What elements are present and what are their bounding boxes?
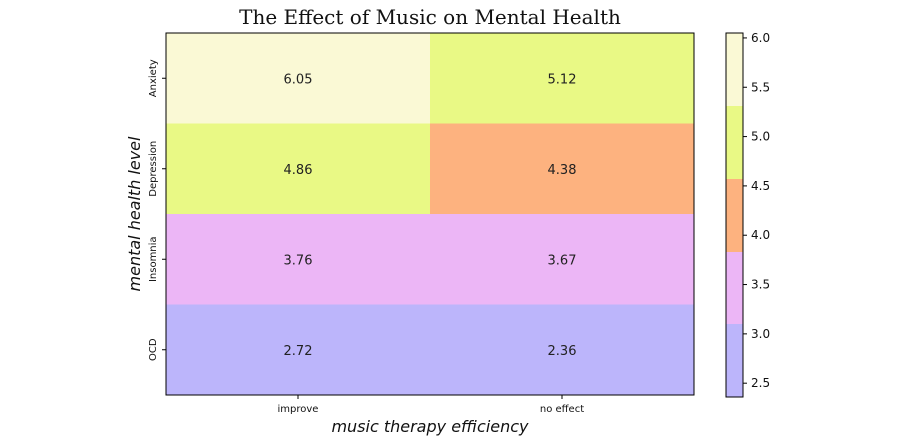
cell-value-label: 5.12 xyxy=(548,72,577,87)
colorbar-segment xyxy=(726,105,743,179)
x-axis-label: music therapy efficiency xyxy=(331,417,529,436)
cell-value-label: 3.76 xyxy=(284,253,313,268)
cell-value-label: 4.86 xyxy=(284,163,313,178)
colorbar-tick-label: 2.5 xyxy=(751,376,770,390)
heatmap-cell xyxy=(166,123,430,214)
heatmap-cell xyxy=(430,304,694,395)
colorbar-segment xyxy=(726,178,743,252)
cell-value-label: 4.38 xyxy=(548,163,577,178)
y-tick-label: Depression xyxy=(148,141,159,197)
colorbar-tick-label: 3.5 xyxy=(751,278,770,292)
colorbar-tick-label: 4.5 xyxy=(751,179,770,193)
chart-title: The Effect of Music on Mental Health xyxy=(239,5,621,29)
cell-value-label: 2.72 xyxy=(284,344,313,359)
y-tick-label: OCD xyxy=(148,338,159,361)
colorbar-segment xyxy=(726,324,743,397)
x-tick-label: improve xyxy=(278,404,319,415)
x-tick-label: no effect xyxy=(540,404,584,415)
colorbar-frame xyxy=(725,32,744,398)
colorbar-tick-label: 5.0 xyxy=(751,130,770,144)
colorbar-segment xyxy=(726,33,743,106)
plot-area: 6.05 5.12 4.86 4.38 3.76 3.67 2.72 2.36 improve n… xyxy=(148,33,694,415)
heatmap-cell xyxy=(166,304,430,395)
colorbar-tick-label: 3.0 xyxy=(751,327,770,341)
y-axis-label: mental health level xyxy=(125,136,144,292)
y-tick-label: Insomnia xyxy=(148,236,159,282)
heatmap-cell xyxy=(430,33,694,124)
heatmap-cell xyxy=(166,214,430,305)
colorbar-tick-label: 5.5 xyxy=(751,80,770,94)
cell-value-label: 3.67 xyxy=(548,253,577,268)
heatmap-cell xyxy=(430,123,694,214)
plot-frame xyxy=(165,32,695,396)
colorbar-tick-label: 6.0 xyxy=(751,31,770,45)
colorbar: 2.5 3.0 3.5 4.0 4.5 5.0 5.5 6.0 xyxy=(725,31,770,398)
colorbar-segment xyxy=(726,251,743,325)
cell-value-label: 2.36 xyxy=(548,344,577,359)
colorbar-tick-label: 4.0 xyxy=(751,228,770,242)
heatmap-cell xyxy=(430,214,694,305)
y-tick-label: Anxiety xyxy=(148,59,159,97)
cell-value-label: 6.05 xyxy=(284,72,313,87)
heatmap-cell xyxy=(166,33,430,124)
